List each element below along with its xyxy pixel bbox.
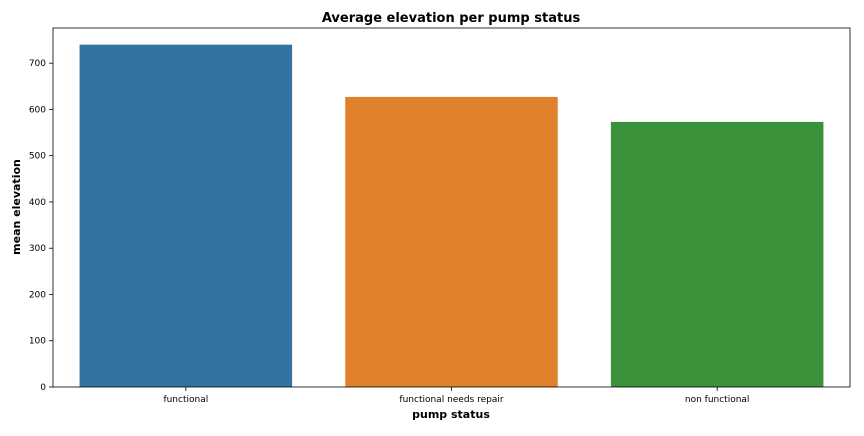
x-tick-label: non functional: [685, 395, 750, 405]
y-tick-label: 200: [29, 290, 46, 300]
chart-title: Average elevation per pump status: [322, 11, 581, 26]
y-tick-label: 300: [29, 244, 46, 254]
y-axis: 0 100 200 300 400 500 600 700: [29, 59, 53, 393]
x-axis-label: pump status: [412, 408, 490, 421]
bar-0: [79, 44, 293, 388]
y-tick-label: 600: [29, 105, 46, 115]
plot-area: [79, 44, 824, 388]
bar-2: [610, 121, 824, 387]
y-tick-label: 0: [40, 383, 46, 393]
x-tick-label: functional needs repair: [399, 395, 503, 405]
y-tick-label: 700: [29, 59, 46, 69]
y-axis-label: mean elevation: [10, 159, 23, 255]
y-tick-label: 400: [29, 198, 46, 208]
y-tick-label: 100: [29, 337, 46, 347]
x-tick-label: functional: [163, 395, 208, 405]
y-tick-label: 500: [29, 152, 46, 162]
bar-1: [345, 96, 558, 387]
x-axis: functional functional needs repair non fun…: [163, 387, 749, 405]
